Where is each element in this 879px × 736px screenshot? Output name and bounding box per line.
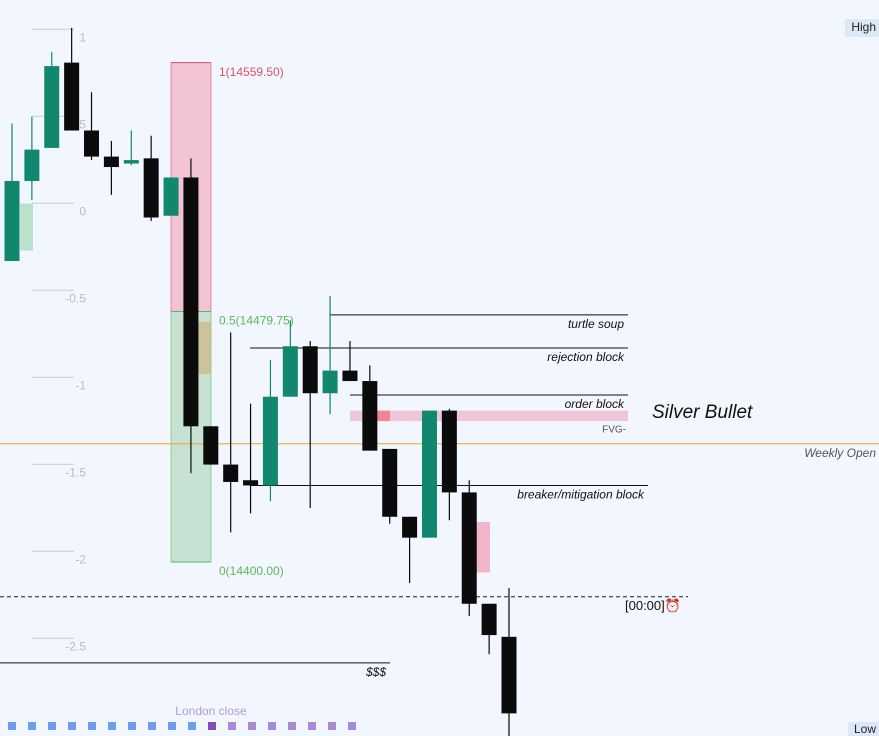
candle-body bbox=[501, 636, 517, 714]
level-label: turtle soup bbox=[568, 317, 624, 331]
y-tick-label: -1.5 bbox=[65, 465, 86, 479]
candle-body bbox=[342, 370, 358, 382]
fvg-zone bbox=[350, 410, 628, 422]
candle-body bbox=[103, 156, 119, 168]
candle-body bbox=[322, 370, 338, 394]
chart-title: Silver Bullet bbox=[652, 402, 753, 423]
fvg-label: FVG- bbox=[602, 425, 626, 436]
candle-body bbox=[461, 492, 477, 604]
y-tick-label: -2 bbox=[75, 552, 86, 566]
y-tick-label: -2.5 bbox=[65, 639, 86, 653]
candle-body bbox=[262, 396, 278, 486]
fvg-core bbox=[370, 410, 390, 422]
y-tick-label: 1 bbox=[79, 30, 86, 44]
candle-body bbox=[44, 66, 60, 148]
candle-body bbox=[203, 426, 219, 465]
candle-body bbox=[183, 177, 199, 427]
candle-body bbox=[243, 480, 259, 486]
weekly-open-label: Weekly Open bbox=[804, 446, 876, 460]
candle-body bbox=[84, 130, 100, 157]
candle-body bbox=[282, 346, 298, 397]
mini-zone bbox=[20, 203, 33, 251]
candle-body bbox=[302, 346, 318, 394]
level-label: breaker/mitigation block bbox=[517, 488, 645, 502]
low-badge bbox=[848, 722, 879, 736]
high-badge bbox=[845, 19, 879, 37]
candle-body bbox=[64, 62, 80, 131]
session-squares bbox=[8, 722, 356, 730]
session-line-label: [00:00]⏰ bbox=[625, 597, 681, 613]
candle-body bbox=[402, 516, 418, 538]
y-tick-label: 0 bbox=[79, 204, 86, 218]
fib-label: 1(14559.50) bbox=[219, 65, 284, 79]
candle-body bbox=[123, 160, 139, 164]
y-tick-label: -0.5 bbox=[65, 291, 86, 305]
y-tick-label: -1 bbox=[75, 378, 86, 392]
candle-body bbox=[421, 410, 437, 538]
candle-body bbox=[24, 149, 40, 181]
candle-body bbox=[382, 448, 398, 517]
candle-body bbox=[143, 158, 159, 218]
candle-body bbox=[481, 603, 497, 636]
candle-body bbox=[362, 381, 378, 451]
fib-label: 0(14400.00) bbox=[219, 564, 284, 578]
high-label: High bbox=[851, 20, 876, 34]
session-label: London close bbox=[175, 704, 247, 718]
fib-label: 0.5(14479.75) bbox=[219, 314, 294, 328]
low-label: Low bbox=[854, 722, 876, 736]
candle-body bbox=[4, 180, 20, 261]
candle-body bbox=[223, 464, 239, 482]
level-label: rejection block bbox=[547, 350, 625, 364]
candle-body bbox=[163, 177, 179, 216]
level-label: order block bbox=[565, 397, 625, 411]
candle-body bbox=[441, 410, 457, 493]
level-label: $$$ bbox=[365, 665, 386, 679]
